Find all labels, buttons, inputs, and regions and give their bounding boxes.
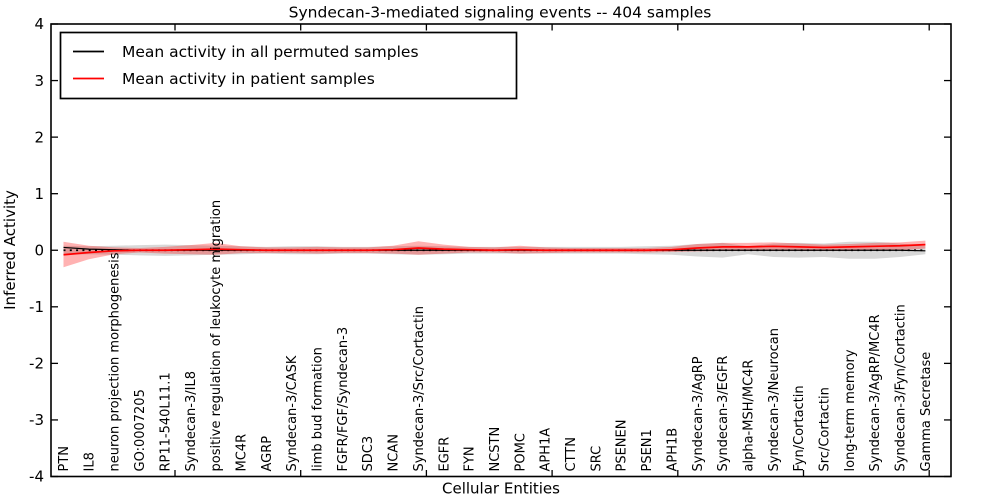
x-category-label: POMC bbox=[513, 433, 528, 471]
x-category-label: PTN bbox=[57, 446, 72, 472]
x-category-label: MC4R bbox=[234, 434, 249, 472]
x-category-label: positive regulation of leukocyte migrati… bbox=[209, 200, 224, 472]
x-category-label: FYN bbox=[463, 446, 478, 471]
x-category-label: Src/Cortactin bbox=[818, 387, 833, 471]
x-category-label: Syndecan-3/CASK bbox=[285, 355, 300, 471]
series-lines bbox=[63, 243, 926, 256]
y-tick-label: -3 bbox=[29, 411, 44, 429]
legend-label-patient: Mean activity in patient samples bbox=[122, 70, 375, 88]
chart-title: Syndecan-3-mediated signaling events -- … bbox=[289, 4, 712, 22]
x-category-label: FGFR/FGF/Syndecan-3 bbox=[336, 327, 351, 472]
confidence-bands bbox=[63, 240, 926, 268]
x-category-label: Syndecan-3/AgRP bbox=[691, 356, 706, 471]
x-category-label: APH1B bbox=[665, 428, 680, 472]
y-tick-label: 0 bbox=[34, 241, 44, 259]
x-category-label: EGFR bbox=[437, 437, 452, 472]
patient-mean-line bbox=[63, 243, 926, 256]
x-category-label: Syndecan-3/Fyn/Cortactin bbox=[894, 304, 909, 471]
legend-label-permuted: Mean activity in all permuted samples bbox=[122, 43, 419, 61]
y-tick-label: 4 bbox=[34, 15, 44, 33]
x-category-label: SDC3 bbox=[361, 436, 376, 472]
plot-frame bbox=[50, 23, 952, 478]
x-category-label: Fyn/Cortactin bbox=[792, 385, 807, 471]
y-tick-label: -1 bbox=[29, 298, 44, 316]
y-tick-label: 3 bbox=[34, 72, 44, 90]
x-category-label: CTTN bbox=[564, 437, 579, 471]
x-category-label: Syndecan-3/Src/Cortactin bbox=[412, 306, 427, 472]
y-axis-label: Inferred Activity bbox=[1, 190, 19, 310]
legend-frame bbox=[59, 31, 518, 100]
x-category-labels: PTN IL8 neuron projection morphogenesis GO:… bbox=[57, 200, 934, 472]
legend: Mean activity in all permuted samples Me… bbox=[59, 31, 518, 100]
y-tick-label: -2 bbox=[29, 355, 44, 373]
y-tick-label: 1 bbox=[34, 185, 44, 203]
x-category-label: IL8 bbox=[82, 452, 97, 471]
x-category-label: SRC bbox=[589, 446, 604, 472]
x-category-label: NCSTN bbox=[488, 427, 503, 472]
y-tick-labels: -4 -3 -2 -1 0 1 2 3 4 bbox=[29, 15, 44, 486]
y-tick-label: 2 bbox=[34, 128, 44, 146]
x-category-label: Gamma Secretase bbox=[919, 352, 934, 472]
x-category-label: Syndecan-3/AgRP/MC4R bbox=[868, 314, 883, 471]
x-category-label: GO:0007205 bbox=[133, 389, 148, 471]
x-axis-label: Cellular Entities bbox=[442, 480, 560, 498]
x-category-label: PSEN1 bbox=[640, 429, 655, 471]
x-category-label: limb bud formation bbox=[311, 347, 326, 471]
x-category-label: Syndecan-3/EGFR bbox=[716, 356, 731, 472]
x-category-label: RP11-540L11.1 bbox=[158, 372, 173, 471]
x-category-label: long-term memory bbox=[843, 349, 858, 471]
y-tick-label: -4 bbox=[29, 468, 44, 486]
x-category-label: Syndecan-3/Neurocan bbox=[767, 328, 782, 471]
x-category-label: APH1A bbox=[539, 428, 554, 472]
x-category-label: neuron projection morphogenesis bbox=[108, 252, 123, 471]
x-category-label: NCAN bbox=[387, 434, 402, 471]
x-category-label: Syndecan-3/IL8 bbox=[184, 371, 199, 471]
x-category-label: alpha-MSH/MC4R bbox=[741, 360, 756, 472]
x-category-label: AGRP bbox=[260, 436, 275, 472]
x-category-label: PSENEN bbox=[615, 420, 630, 472]
